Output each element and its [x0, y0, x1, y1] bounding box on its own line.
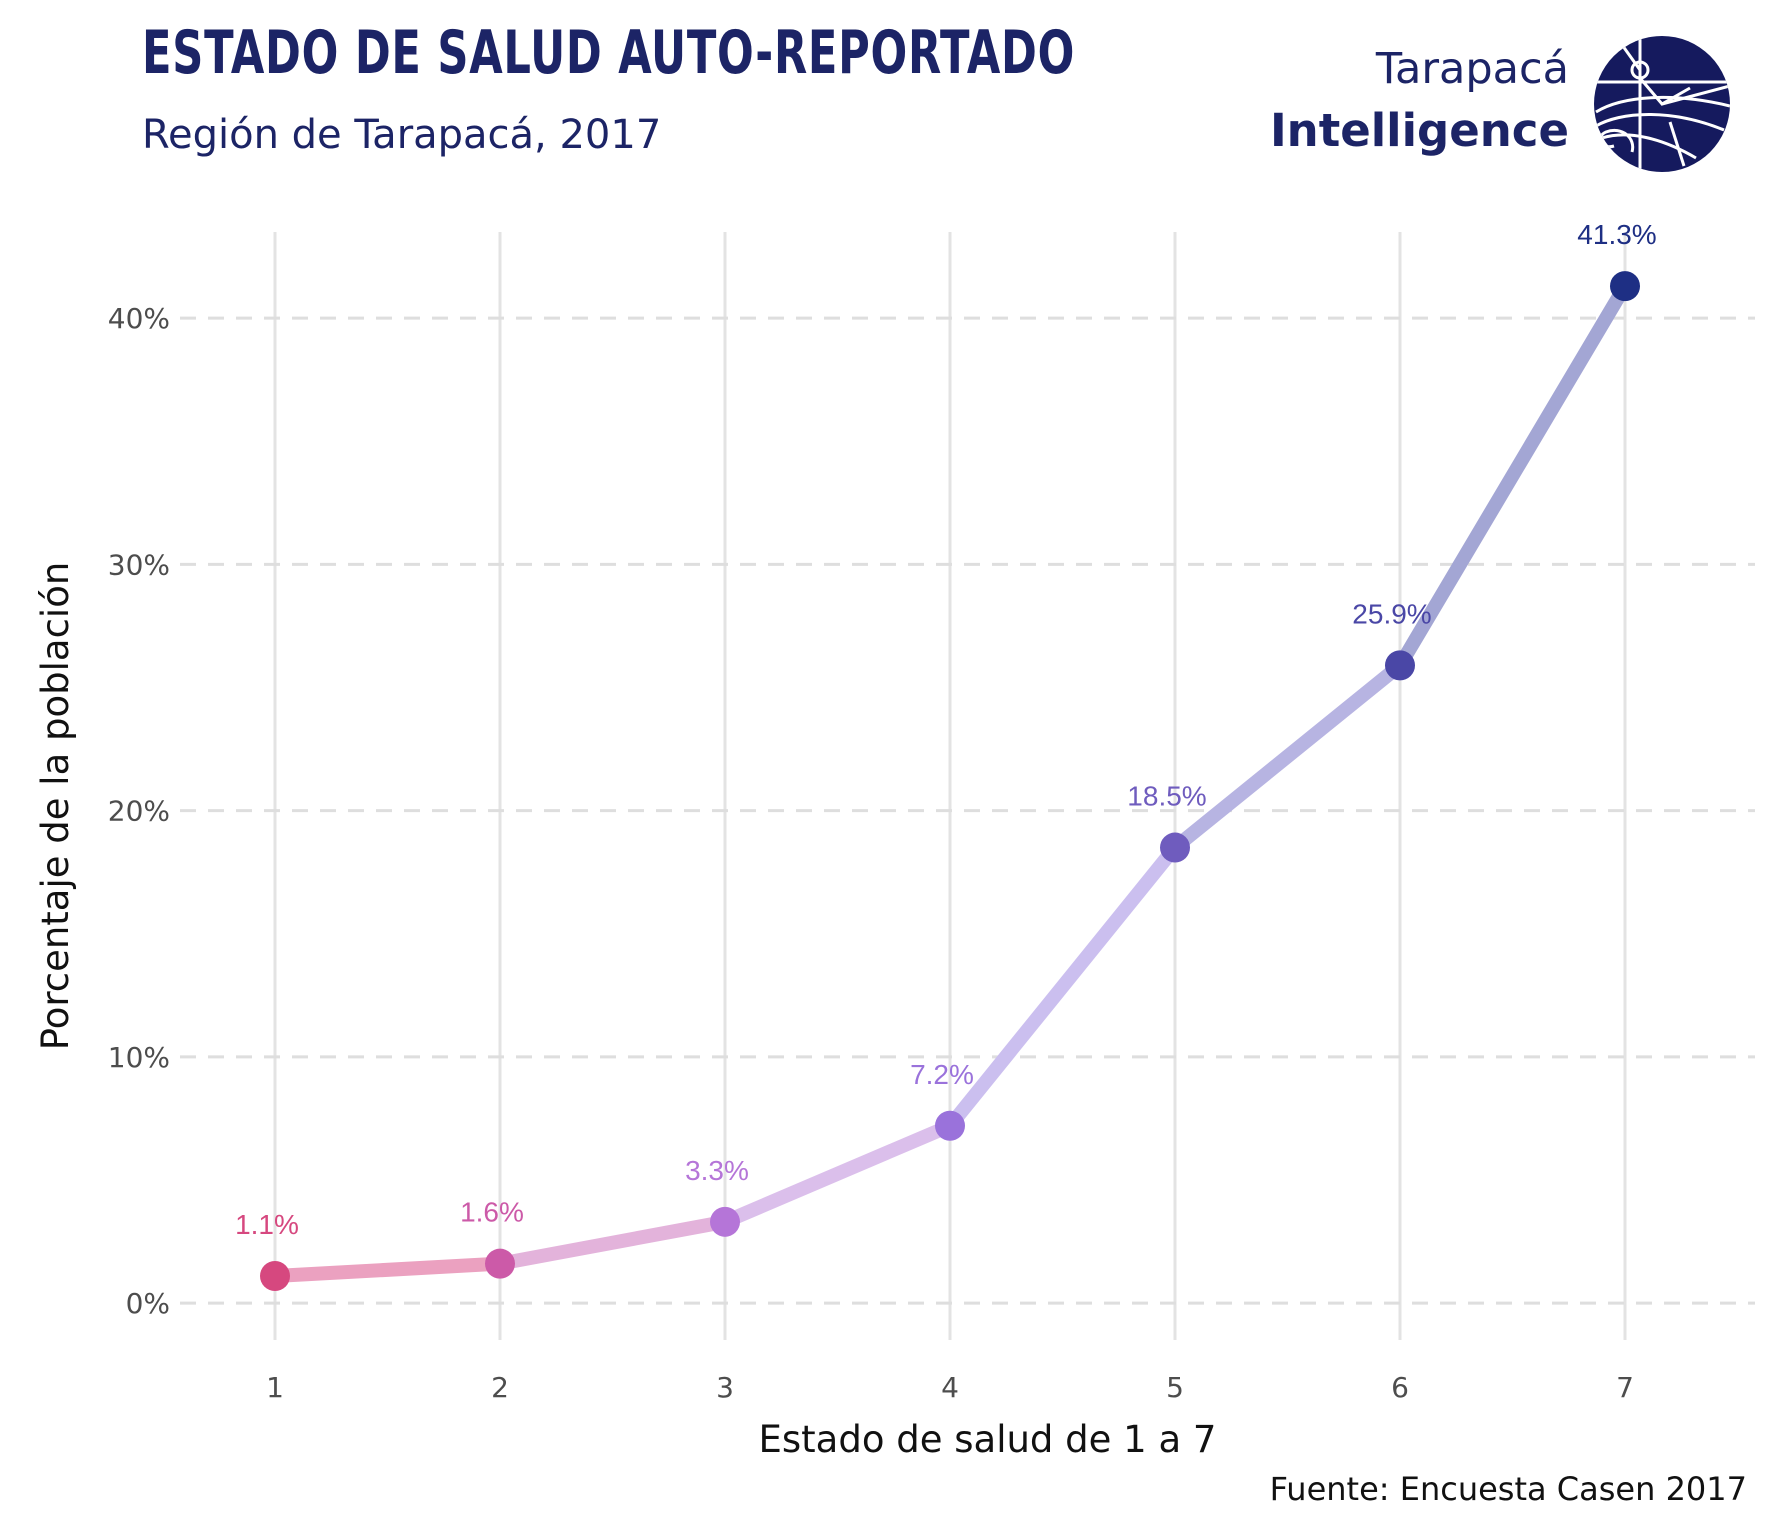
data-point	[260, 1260, 290, 1291]
data-label: 18.5%	[1127, 781, 1206, 812]
logo-text-tarapaca: Tarapacá	[1375, 44, 1569, 94]
globe-logo-icon	[1594, 36, 1730, 172]
y-tick-label: 30%	[108, 548, 170, 581]
x-tick-label: 6	[1391, 1371, 1409, 1404]
line-segment	[943, 840, 1182, 1133]
source-note: Fuente: Encuesta Casen 2017	[1269, 1470, 1747, 1508]
x-tick-label: 5	[1166, 1371, 1184, 1404]
y-axis-ticks: 0% 10% 20% 30% 40%	[108, 302, 170, 1320]
data-point	[1610, 271, 1640, 302]
line-segment	[493, 1214, 732, 1271]
x-tick-label: 1	[266, 1371, 284, 1404]
data-point	[485, 1248, 515, 1279]
data-label: 7.2%	[910, 1059, 974, 1090]
line-segment	[718, 1118, 957, 1229]
x-axis-ticks: 1 2 3 4 5 6 7	[266, 1371, 1634, 1404]
line-segment	[268, 1256, 507, 1283]
series-line	[268, 279, 1632, 1283]
data-labels: 1.1% 1.6% 3.3% 7.2% 18.5% 25.9% 41.3%	[235, 219, 1657, 1240]
y-tick-label: 10%	[108, 1041, 170, 1074]
grid	[180, 232, 1755, 1340]
chart-subtitle: Región de Tarapacá, 2017	[142, 112, 662, 158]
x-tick-label: 7	[1616, 1371, 1634, 1404]
data-point	[1160, 832, 1190, 863]
y-tick-label: 20%	[108, 795, 170, 828]
y-tick-label: 40%	[108, 302, 170, 335]
data-label: 1.6%	[460, 1197, 524, 1228]
x-tick-label: 2	[491, 1371, 509, 1404]
line-segment	[1393, 279, 1632, 673]
data-label: 25.9%	[1352, 598, 1431, 629]
x-tick-label: 4	[941, 1371, 959, 1404]
line-segment	[1168, 658, 1407, 855]
x-axis-title: Estado de salud de 1 a 7	[759, 1418, 1217, 1461]
data-label: 41.3%	[1577, 219, 1656, 250]
chart-title: ESTADO DE SALUD AUTO-REPORTADO	[142, 18, 1076, 88]
data-point	[935, 1110, 965, 1141]
data-label: 1.1%	[235, 1209, 299, 1240]
x-tick-label: 3	[716, 1371, 734, 1404]
logo-text-intelligence: Intelligence	[1269, 104, 1569, 157]
data-point	[710, 1206, 740, 1237]
y-axis-title: Porcentaje de la población	[34, 562, 77, 1051]
series-points	[260, 271, 1640, 1291]
data-point	[1385, 650, 1415, 681]
y-tick-label: 0%	[126, 1287, 170, 1320]
data-label: 3.3%	[685, 1155, 749, 1186]
